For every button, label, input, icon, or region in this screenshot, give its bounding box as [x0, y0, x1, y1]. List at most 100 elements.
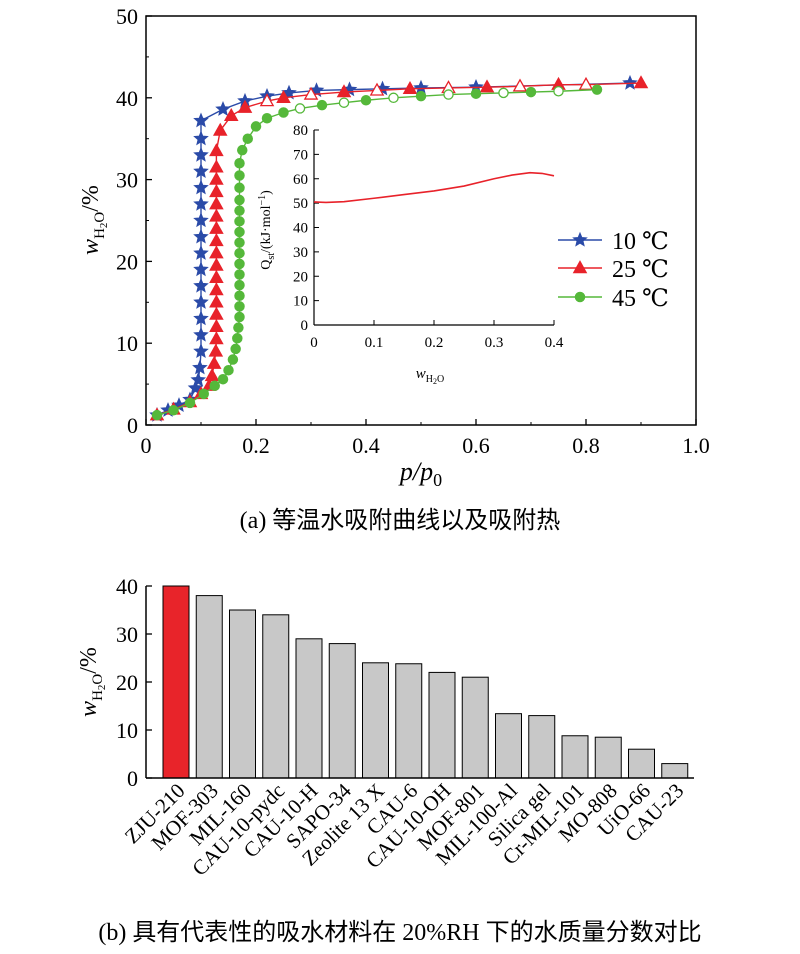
isotherm-ticks: 0 0.2 0.4 0.6 0.8 1.0 0 10 20 30 40 50: [116, 4, 710, 458]
inset-y-tick-label: 80: [293, 123, 308, 139]
data-point: [234, 216, 245, 227]
data-point: [204, 368, 220, 382]
isotherm-y-tick-label: 0: [127, 413, 138, 438]
inset-y-tick-label: 40: [293, 221, 308, 237]
isotherm-y-tick-label: 50: [116, 4, 138, 29]
data-point: [512, 78, 528, 92]
isotherm-x-tick-label: 1.0: [682, 433, 710, 458]
data-point: [151, 409, 163, 421]
data-point: [234, 237, 245, 248]
data-point: [193, 294, 209, 309]
data-point: [193, 163, 209, 179]
bar-ticks: 0 10 20 30 40: [116, 574, 152, 791]
bar: [495, 713, 522, 779]
bar: [561, 735, 589, 779]
data-point: [498, 87, 509, 99]
bar: [461, 676, 489, 779]
data-point: [234, 290, 245, 302]
isotherm-series: [149, 74, 649, 422]
data-point: [388, 92, 399, 104]
isotherm-y-axis-label: wH2O/%: [78, 185, 110, 255]
data-point: [212, 122, 228, 136]
data-point: [232, 333, 243, 344]
data-point: [215, 101, 231, 116]
bar-y-tick-label: 40: [116, 574, 138, 599]
bar-y-tick-label: 30: [116, 622, 138, 647]
data-point: [525, 86, 537, 98]
data-point: [193, 326, 209, 342]
inset-ticks: 0 0.1 0.2 0.3 0.4 0 10 20 30 40 50 60 70 80: [293, 123, 564, 351]
inset-y-tick-label: 50: [293, 196, 308, 212]
data-point: [234, 269, 245, 280]
inset-x-axis-label: wH2O: [416, 366, 444, 386]
data-point: [413, 79, 429, 95]
data-point: [209, 294, 224, 308]
legend-marker: [574, 291, 586, 303]
bar: [328, 643, 356, 779]
data-point: [294, 103, 306, 114]
isotherm-x-tick-label: 0.2: [242, 433, 270, 458]
data-point: [234, 258, 245, 270]
bar-chart: 0 10 20 30 40 ZJU-210MOF-303MIL-160CAU-10-py…: [76, 574, 694, 880]
data-point: [230, 343, 241, 355]
data-point: [234, 170, 245, 181]
bar-y-tick-label: 20: [116, 670, 138, 695]
data-point: [591, 84, 603, 95]
data-point: [402, 80, 418, 95]
data-point: [192, 359, 208, 375]
heat-curve: [313, 171, 555, 204]
bar: [162, 585, 190, 779]
data-point: [209, 257, 224, 271]
isotherm-x-tick-label: 0.6: [462, 433, 490, 458]
inset-x-tick-label: 0: [310, 335, 318, 351]
data-point: [234, 205, 245, 216]
inset-y-tick-label: 0: [301, 318, 309, 334]
data-point: [338, 97, 350, 108]
bar: [628, 748, 655, 779]
bar-y-tick-label: 0: [127, 766, 138, 791]
legend-marker: [572, 231, 588, 247]
data-point: [276, 89, 291, 103]
isotherm-y-tick-label: 10: [116, 331, 138, 356]
data-point: [336, 84, 352, 98]
data-point: [278, 107, 289, 118]
legend-label: 25 ℃: [612, 257, 669, 283]
data-point: [209, 220, 224, 234]
data-point: [209, 319, 224, 333]
isotherm-y-tick-label: 20: [116, 249, 138, 274]
data-point: [227, 354, 239, 365]
inset-y-tick-label: 10: [293, 294, 308, 310]
bar-y-axis-label: wH2O/%: [76, 647, 108, 717]
data-point: [234, 182, 245, 194]
data-point: [209, 143, 224, 157]
legend-label: 45 ℃: [612, 286, 669, 312]
data-point: [209, 184, 224, 198]
series-2: [151, 84, 603, 421]
bar-y-tick-label: 10: [116, 718, 138, 743]
data-point: [193, 195, 209, 211]
data-point: [209, 245, 224, 259]
data-point: [234, 194, 245, 206]
heat-inset: 0 0.1 0.2 0.3 0.4 0 10 20 30 40 50 60 70 80 wH2O Qst/…: [257, 123, 564, 386]
bar: [295, 638, 323, 779]
isotherm-x-axis-label: p/p0: [398, 457, 442, 490]
data-point: [470, 88, 482, 99]
data-point: [303, 86, 319, 100]
inset-y-tick-label: 20: [293, 269, 308, 285]
inset-x-tick-label: 0.1: [365, 335, 384, 351]
bar: [362, 662, 389, 779]
data-point: [184, 397, 196, 409]
inset-y-axis-label: Qst/(kJ·mol−1): [257, 190, 277, 270]
inset-y-tick-label: 30: [293, 245, 308, 261]
bar: [262, 614, 290, 779]
data-point: [234, 311, 245, 323]
data-point: [198, 388, 209, 400]
data-point: [250, 121, 262, 132]
data-point: [190, 371, 207, 387]
inset-x-tick-label: 0.3: [485, 335, 504, 351]
data-point: [209, 282, 224, 296]
data-point: [259, 93, 275, 107]
data-point: [633, 75, 649, 89]
data-point: [209, 306, 224, 320]
data-point: [217, 373, 229, 385]
